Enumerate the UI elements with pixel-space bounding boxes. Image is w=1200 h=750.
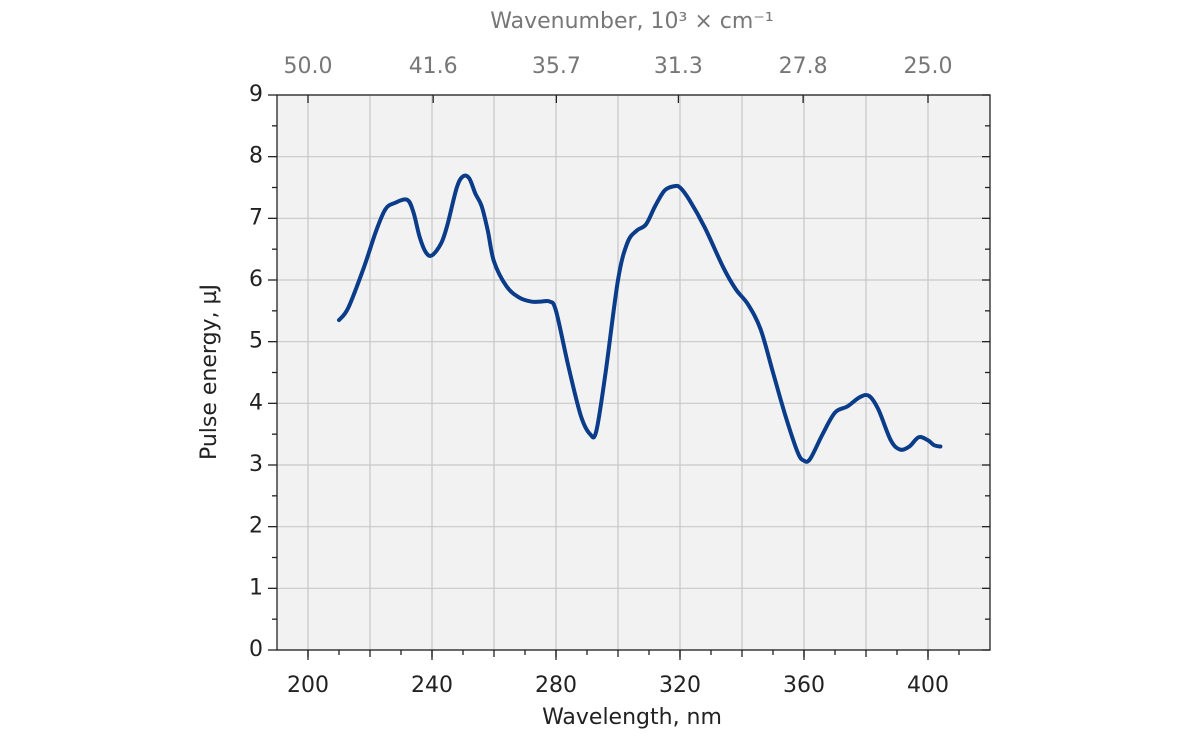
y-tick-label: 9 (249, 82, 263, 107)
y-tick-label: 7 (249, 205, 263, 230)
y-tick-label: 0 (249, 637, 263, 662)
plot-background (277, 95, 990, 650)
y-tick-label: 2 (249, 514, 263, 539)
y-tick-label: 6 (249, 267, 263, 292)
x-tick-label: 240 (411, 673, 453, 698)
y-tick-label: 1 (249, 575, 263, 600)
x-tick-label: 360 (783, 673, 825, 698)
x2-tick-label: 31.3 (654, 54, 703, 79)
y-tick-label: 3 (249, 452, 263, 477)
x2-tick-label: 25.0 (904, 54, 953, 79)
x2-tick-label: 41.6 (409, 54, 458, 79)
y-tick-label: 4 (249, 390, 263, 415)
y-tick-label: 8 (249, 144, 263, 169)
x-tick-label: 200 (287, 673, 329, 698)
plot-frame (276, 94, 991, 651)
x-axis-label: Wavelength, nm (542, 705, 722, 730)
x-tick-label: 320 (659, 673, 701, 698)
y-axis-label: Pulse energy, µJ (197, 284, 222, 460)
y-tick-label: 5 (249, 329, 263, 354)
x2-tick-label: 35.7 (532, 54, 581, 79)
x2-tick-label: 50.0 (284, 54, 333, 79)
x-tick-label: 400 (907, 673, 949, 698)
x2-axis-label: Wavenumber, 10³ × cm⁻¹ (490, 9, 773, 34)
x-tick-label: 280 (535, 673, 577, 698)
data-line (337, 173, 943, 464)
x2-tick-label: 27.8 (779, 54, 828, 79)
